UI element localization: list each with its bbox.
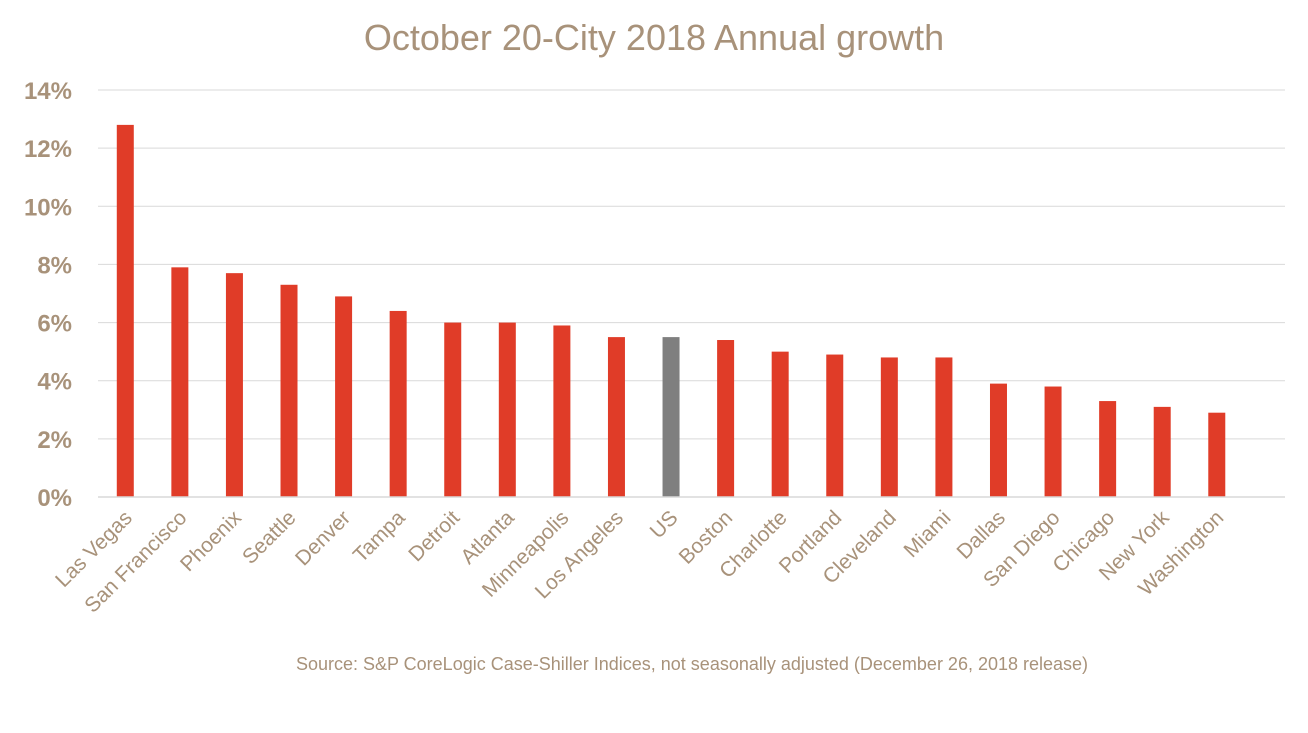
- bar-miami: [935, 357, 953, 497]
- x-tick-label: Phoenix: [176, 506, 246, 576]
- x-tick-label: US: [646, 506, 683, 543]
- bar-charlotte: [771, 351, 789, 497]
- bar-phoenix: [225, 273, 243, 497]
- y-tick-label: 10%: [24, 194, 72, 221]
- bar-boston: [717, 340, 735, 497]
- source-note: Source: S&P CoreLogic Case-Shiller Indic…: [296, 654, 1088, 674]
- x-tick-label: Detroit: [404, 506, 464, 566]
- x-tick-label: Seattle: [238, 506, 301, 569]
- bar-las-vegas: [116, 124, 134, 497]
- y-tick-label: 0%: [37, 485, 72, 512]
- bar-dallas: [989, 383, 1007, 497]
- bar-los-angeles: [607, 337, 625, 497]
- bar-new-york: [1153, 406, 1171, 497]
- y-tick-label: 8%: [37, 252, 72, 279]
- y-tick-label: 14%: [24, 78, 72, 105]
- x-tick-label: Tampa: [349, 506, 410, 567]
- bar-tampa: [389, 310, 407, 497]
- gridlines: [98, 89, 1285, 440]
- y-tick-label: 12%: [24, 136, 72, 163]
- bar-chicago: [1099, 401, 1117, 497]
- x-tick-label: Denver: [291, 506, 355, 570]
- bar-san-diego: [1044, 386, 1062, 497]
- y-tick-label: 4%: [37, 369, 72, 396]
- bar-portland: [826, 354, 844, 497]
- bar-atlanta: [498, 322, 516, 497]
- bar-minneapolis: [553, 325, 571, 497]
- bar-detroit: [444, 322, 462, 497]
- bar-seattle: [280, 284, 298, 497]
- bar-washington: [1208, 412, 1226, 497]
- x-tick-label: Miami: [900, 506, 956, 562]
- chart-title: October 20-City 2018 Annual growth: [364, 17, 944, 58]
- bar-us: [662, 337, 680, 497]
- y-axis-ticks: 0% 2% 4% 6% 8% 10% 12% 14%: [24, 78, 72, 512]
- y-tick-label: 2%: [37, 427, 72, 454]
- bar-san-francisco: [171, 267, 189, 497]
- y-tick-label: 6%: [37, 311, 72, 338]
- bar-cleveland: [880, 357, 898, 497]
- bar-denver: [335, 296, 353, 497]
- bars: [116, 124, 1226, 497]
